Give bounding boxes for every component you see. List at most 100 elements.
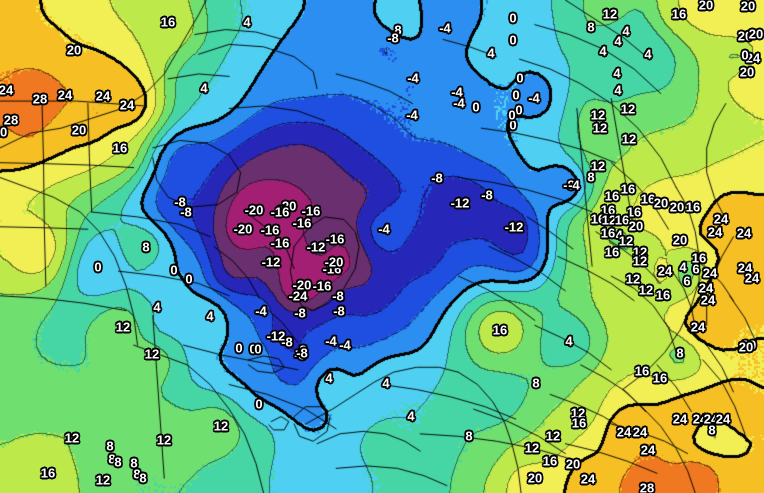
contour-value-label: 0	[509, 32, 517, 48]
contour-value-label: 24	[632, 424, 648, 440]
contour-value-label: -8	[387, 30, 399, 46]
contour-value-label: 4	[644, 46, 652, 62]
contour-value-label: -8	[180, 204, 192, 220]
contour-value-label: 24	[616, 424, 632, 440]
contour-value-label: 4	[243, 14, 251, 30]
contour-value-label: 12	[570, 405, 586, 421]
contour-value-label: 24	[713, 211, 729, 227]
contour-value-label: 24	[657, 263, 673, 279]
contour-value-label: 28	[3, 112, 19, 128]
contour-value-label: 24	[715, 411, 731, 427]
contour-value-label: -4	[407, 70, 419, 86]
contour-value-label: 20	[740, 0, 756, 14]
contour-value-label: 28	[32, 91, 48, 107]
contour-value-label: 20	[565, 456, 581, 472]
contour-value-label: 4	[679, 259, 687, 275]
contour-value-label: 12	[115, 319, 131, 335]
contour-value-label: 24	[702, 265, 718, 281]
contour-value-label: 8	[142, 239, 150, 255]
contour-value-label: 8	[465, 428, 473, 444]
contour-value-label: 24	[0, 82, 14, 98]
contour-value-label: 8	[587, 19, 595, 35]
contour-value-label: 4	[614, 33, 622, 49]
contour-value-label: 4	[613, 65, 621, 81]
contour-value-label: 16	[571, 415, 587, 431]
contour-value-label: -4	[611, 227, 623, 243]
contour-value-label: -4	[325, 333, 337, 349]
contour-value-label: -20	[244, 202, 264, 218]
contour-value-label: 4	[622, 23, 630, 39]
contour-value-label: -20	[233, 221, 253, 237]
contour-value-label: 24	[737, 260, 753, 276]
contour-value-label: 16	[40, 465, 56, 481]
contour-value-label: 12	[638, 282, 654, 298]
contour-value-label: 8	[114, 454, 122, 470]
contour-value-label: 20	[653, 195, 669, 211]
contour-value-label: 8	[133, 466, 141, 482]
contour-value-label: -12	[504, 219, 524, 235]
contour-value-label: 0	[508, 107, 516, 123]
contour-value-label: 24	[640, 442, 656, 458]
contour-value-label: 12	[590, 158, 606, 174]
contour-value-label: 12	[632, 244, 648, 260]
contour-value-label: -4	[339, 337, 351, 353]
contour-value-label: 0	[741, 47, 749, 63]
contour-value-label: 0	[515, 102, 523, 118]
contour-value-label: 16	[492, 322, 508, 338]
contour-value-label: -4	[451, 84, 463, 100]
contour-value-label: 20	[66, 42, 82, 58]
contour-value-label: 12	[64, 430, 80, 446]
contour-value-label: -12	[306, 239, 326, 255]
contour-value-label: 0	[512, 87, 520, 103]
contour-value-label: 4	[200, 80, 208, 96]
contour-value-label: 24	[707, 224, 723, 240]
contour-value-label: 20	[672, 232, 688, 248]
contour-value-label: 4	[206, 308, 214, 324]
contour-value-label: -16	[270, 204, 290, 220]
contour-value-label: -8	[281, 334, 293, 350]
contour-value-label: -16	[260, 222, 280, 238]
contour-value-label: -4	[406, 107, 418, 123]
contour-value-label: -8	[481, 187, 493, 203]
contour-value-label: -20	[277, 198, 297, 214]
contour-value-label: -16	[312, 278, 332, 294]
contour-value-label: 24	[703, 411, 719, 427]
contour-value-label: 8	[708, 422, 716, 438]
contour-value-label: 12	[95, 472, 111, 488]
contour-value-label: 12	[601, 212, 617, 228]
contour-value-label: -8	[431, 170, 443, 186]
contour-value-label: 16	[160, 14, 176, 30]
contour-value-label: 24	[745, 50, 761, 66]
contour-value-label: 20	[737, 28, 753, 44]
contour-value-label: -16	[301, 203, 321, 219]
contour-value-label: 0	[254, 341, 262, 357]
contour-value-label: 4	[599, 43, 607, 59]
contour-value-label: 8	[587, 169, 595, 185]
contour-value-label: 16	[652, 370, 668, 386]
contour-value-label: 20	[628, 218, 644, 234]
contour-value-label: 0	[185, 271, 193, 287]
contour-value-label: 0	[255, 396, 263, 412]
contour-value-label: 28	[639, 480, 655, 493]
contour-value-label: 0	[509, 10, 517, 26]
contour-value-label: 16	[542, 453, 558, 469]
contour-value-label: 0	[94, 259, 102, 275]
contour-value-label: 24	[700, 292, 716, 308]
contour-value-label: 8	[394, 22, 402, 38]
contour-value-label: -8	[294, 347, 306, 363]
contour-value-label: -8	[332, 288, 344, 304]
contour-value-label: 12	[621, 131, 637, 147]
contour-value-label: 12	[213, 418, 229, 434]
contour-value-label: -12	[450, 195, 470, 211]
contour-value-label: 16	[691, 250, 707, 266]
contour-value-label: 16	[112, 140, 128, 156]
contour-value-label: 16	[655, 287, 671, 303]
contour-value-label: 12	[545, 428, 561, 444]
contour-value-label: 20	[527, 470, 543, 486]
contour-value-label: -8	[174, 194, 186, 210]
contour-value-label: 16	[604, 244, 620, 260]
contour-value-label: -16	[325, 231, 345, 247]
contour-value-label: -20	[324, 254, 344, 270]
contour-value-label: 16	[600, 225, 616, 241]
